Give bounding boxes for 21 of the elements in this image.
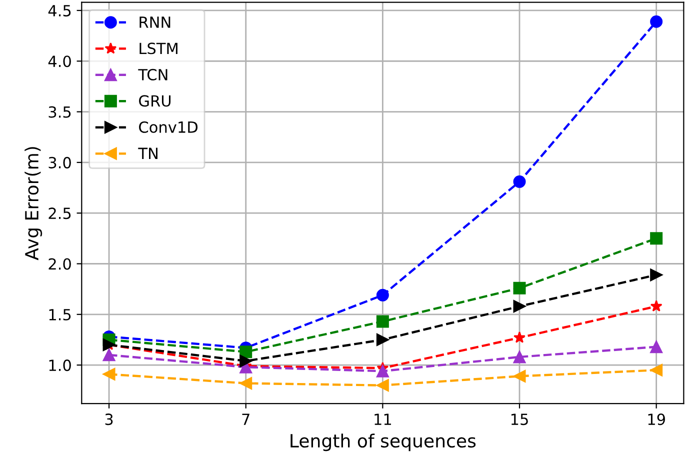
legend-label: RNN [140, 16, 170, 28]
x-tick-label: 15 [511, 414, 528, 426]
x-axis-title: Length of sequences [290, 434, 476, 452]
y-tick-label: 3.0 [48, 156, 71, 168]
y-tick-label: 4.0 [48, 56, 71, 68]
y-axis-title: Avg Error(m) [24, 147, 42, 260]
x-tick-label: 3 [105, 414, 113, 426]
y-tick-label: 1.5 [49, 309, 71, 320]
y-tick-label: 2.0 [48, 258, 71, 270]
x-tick-label: 11 [374, 414, 391, 425]
legend-label: TN [138, 148, 158, 159]
x-tick-label: 7 [242, 414, 250, 425]
y-tick-label: 4.5 [48, 5, 71, 16]
legend-label: Conv1D [139, 121, 198, 133]
legend-label: TCN [138, 68, 168, 80]
legend-label: LSTM [140, 42, 178, 54]
x-tick-label: 19 [648, 414, 665, 426]
y-tick-label: 2.5 [48, 208, 71, 220]
y-tick-label: 3.5 [48, 106, 71, 118]
y-tick-label: 1.0 [49, 360, 71, 372]
legend-label: GRU [139, 95, 170, 107]
